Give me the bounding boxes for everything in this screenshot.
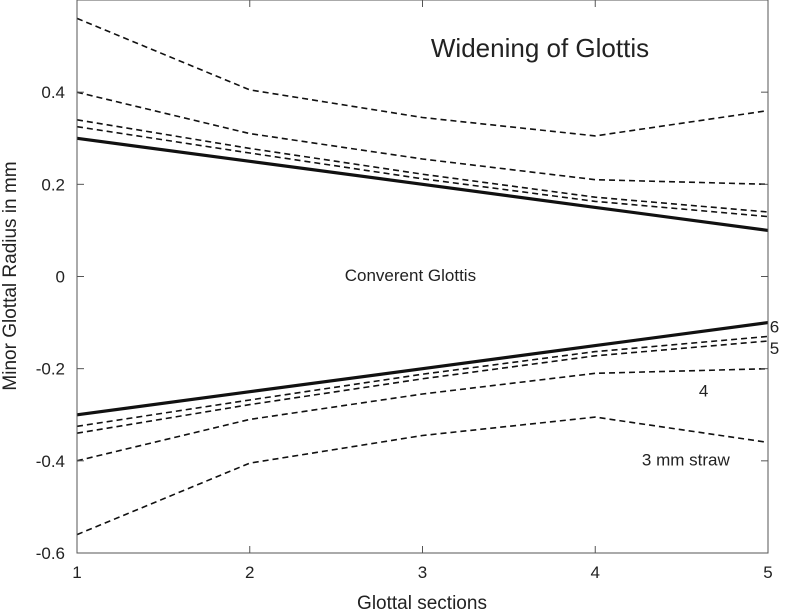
- series-line-3: [76, 17, 769, 137]
- series-line-6: [76, 367, 769, 462]
- plot-lines: [76, 17, 769, 536]
- x-tick-label: 2: [245, 563, 254, 582]
- x-tick-label: 1: [72, 563, 81, 582]
- series-line-2: [76, 321, 769, 417]
- y-axis-label: Minor Glottal Radius in mm: [0, 161, 21, 390]
- annotation-label: 3 mm straw: [642, 450, 731, 469]
- annotation-label: 5: [770, 339, 779, 358]
- x-tick-label: 5: [763, 563, 772, 582]
- x-tick-label: 3: [418, 563, 427, 582]
- series-line-9: [76, 125, 769, 218]
- annotation-label: Converent Glottis: [345, 266, 476, 285]
- series-line-5: [76, 91, 769, 186]
- annotations: Converent Glottis 6 5 4 3 mm straw: [345, 266, 779, 469]
- series-line-8: [76, 340, 769, 434]
- x-axis-label: Glottal sections: [357, 593, 487, 613]
- y-tick-label: -0.2: [36, 360, 65, 379]
- annotation-label: 6: [770, 318, 779, 337]
- series-line-1: [76, 136, 769, 232]
- series-line-10: [76, 335, 769, 428]
- series-line-4: [76, 416, 769, 536]
- series-line-7: [76, 119, 769, 213]
- x-tick-label: 4: [591, 563, 600, 582]
- annotation-label: 4: [699, 381, 708, 400]
- y-ticks: -0.6 -0.4 -0.2 0 0.2 0.4: [36, 83, 768, 563]
- y-tick-label: 0.2: [41, 175, 65, 194]
- x-ticks: 1 2 3 4 5: [72, 0, 773, 582]
- y-tick-label: 0: [56, 268, 65, 287]
- y-tick-label: 0.4: [41, 83, 65, 102]
- y-tick-label: -0.4: [36, 452, 65, 471]
- chart-title: Widening of Glottis: [431, 33, 649, 63]
- y-tick-label: -0.6: [36, 544, 65, 563]
